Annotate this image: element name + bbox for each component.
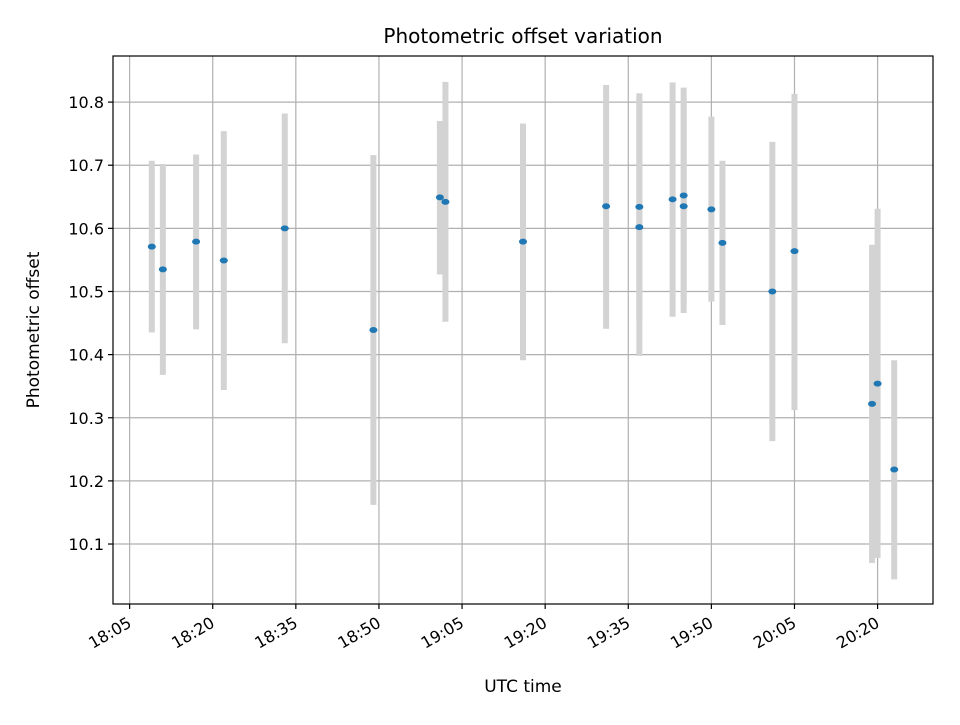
figure-background xyxy=(0,0,960,720)
y-tick-label: 10.5 xyxy=(68,282,104,301)
data-point xyxy=(669,196,677,202)
data-point xyxy=(680,203,688,209)
y-tick-label: 10.2 xyxy=(68,472,104,491)
data-point xyxy=(635,204,643,210)
y-tick-label: 10.3 xyxy=(68,409,104,428)
data-point xyxy=(890,467,898,473)
y-tick-label: 10.8 xyxy=(68,93,104,112)
data-point xyxy=(635,224,643,230)
data-point xyxy=(707,206,715,212)
data-point xyxy=(790,248,798,254)
data-point xyxy=(220,258,228,264)
data-point xyxy=(768,288,776,294)
data-point xyxy=(718,240,726,246)
data-point xyxy=(519,239,527,245)
chart-svg: 10.110.210.310.410.510.610.710.818:05 18:… xyxy=(0,0,960,720)
chart-figure: 10.1 10.2 10.3 10.4 10.5 10.6 10.7 10.8 18:05 18:… xyxy=(0,0,960,720)
data-point xyxy=(602,203,610,209)
y-tick-label: 10.6 xyxy=(68,219,104,238)
y-tick-label: 10.1 xyxy=(68,535,104,554)
data-point xyxy=(680,193,688,199)
data-point xyxy=(281,225,289,231)
data-point xyxy=(874,381,882,387)
data-point xyxy=(148,244,156,250)
y-axis-label: Photometric offset xyxy=(24,251,44,408)
data-point xyxy=(369,327,377,333)
data-point xyxy=(441,199,449,205)
chart-title: Photometric offset variation xyxy=(383,24,662,48)
data-point xyxy=(868,401,876,407)
y-tick-label: 10.7 xyxy=(68,156,104,175)
x-axis-label: UTC time xyxy=(484,677,562,697)
data-point xyxy=(436,194,444,200)
data-point xyxy=(159,266,167,272)
data-point xyxy=(192,239,200,245)
y-tick-label: 10.4 xyxy=(68,346,104,365)
